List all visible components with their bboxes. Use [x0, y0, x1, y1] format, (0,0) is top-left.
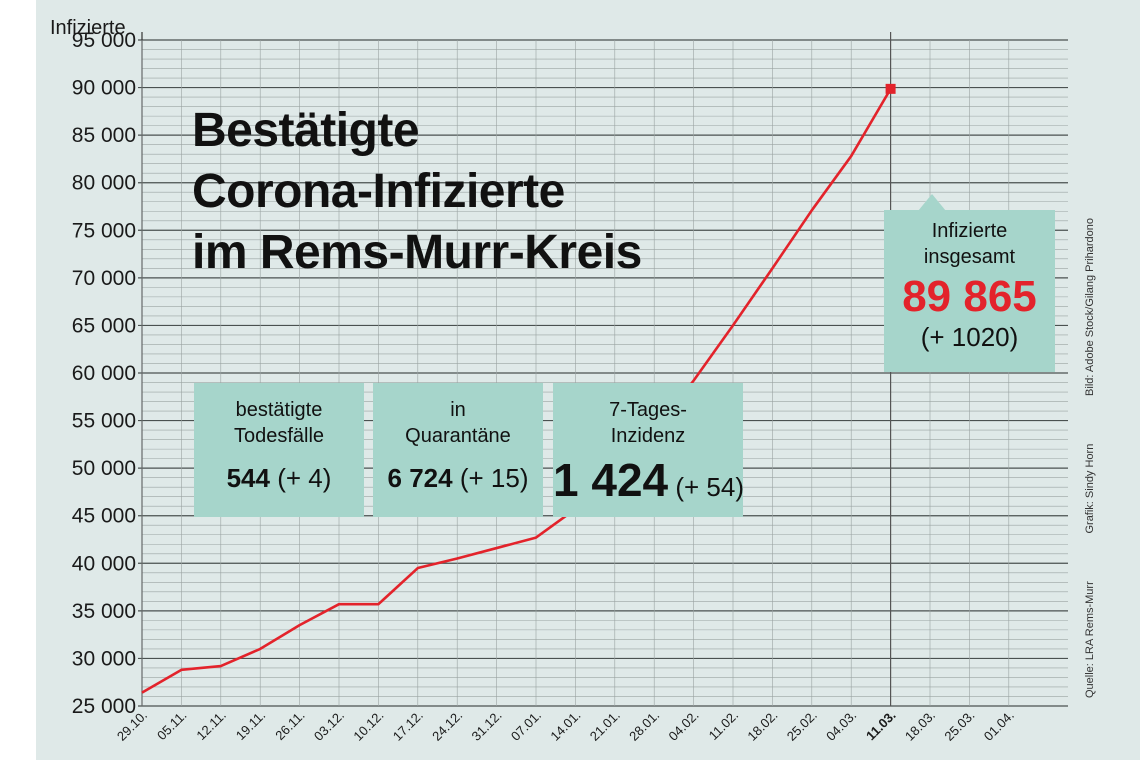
y-tick-label: 25 000: [72, 695, 136, 718]
x-tick-label: 05.11.: [154, 708, 189, 743]
quarantine-value-row: 6 724 (+ 15): [373, 463, 543, 494]
deaths-box: bestätigte Todesfälle 544 (+ 4): [194, 383, 364, 517]
x-tick-label: 24.12.: [429, 708, 465, 744]
total-label-2: insgesamt: [923, 246, 1016, 268]
last-data-point-marker: [885, 83, 896, 94]
total-change: (+ 1020): [920, 322, 1019, 352]
x-tick-label: 12.11.: [193, 708, 228, 743]
x-tick-label: 25.03.: [941, 708, 977, 744]
x-tick-label: 19.11.: [233, 708, 268, 743]
x-tick-label: 18.03.: [902, 708, 938, 744]
x-tick-label: 11.02.: [706, 708, 741, 743]
y-tick-label: 40 000: [72, 552, 136, 575]
incidence-label-2: Inzidenz: [610, 425, 686, 447]
quarantine-box: in Quarantäne 6 724 (+ 15): [373, 383, 543, 517]
credit-image: Bild: Adobe Stock/Gilang Prihardono: [1084, 218, 1096, 396]
y-tick-label: 35 000: [72, 600, 136, 623]
chart-background: [36, 0, 1140, 760]
y-tick-label: 75 000: [72, 219, 136, 242]
chart-title: Bestätigte Corona-Infizierte im Rems-Mur…: [192, 100, 642, 283]
y-tick-label: 95 000: [72, 29, 136, 52]
y-tick-label: 65 000: [72, 314, 136, 337]
y-tick-label: 85 000: [72, 124, 136, 147]
incidence-label-1: 7-Tages-: [609, 399, 687, 421]
total-value: 89 865: [902, 272, 1037, 321]
y-tick-label: 70 000: [72, 267, 136, 290]
y-tick-label: 55 000: [72, 410, 136, 433]
x-tick-label: 17.12.: [390, 708, 426, 744]
deaths-value: 544: [226, 463, 270, 493]
x-axis-ticks: 29.10. 05.11. 12.11. 19.11. 26.11. 03.12. 10.1…: [114, 708, 1017, 744]
deaths-label-2: Todesfälle: [233, 425, 325, 447]
x-tick-label: 03.12.: [311, 708, 347, 744]
x-tick-label: 01.04.: [981, 708, 1017, 744]
x-tick-label: 11.03.: [863, 708, 899, 744]
quarantine-label-1: in: [450, 399, 466, 421]
x-tick-label: 28.01.: [626, 708, 662, 744]
series-line: [141, 88, 892, 694]
quarantine-value: 6 724: [387, 463, 453, 493]
callout-pointer: [918, 194, 946, 211]
credit-graphic: Grafik: Sindy Horn: [1084, 443, 1096, 534]
x-tick-label: 31.12.: [469, 708, 505, 744]
incidence-value: 1 424: [553, 454, 669, 506]
incidence-box: 7-Tages- Inzidenz 1 424 (+ 54): [553, 383, 745, 517]
title-line-2: Corona-Infizierte: [192, 165, 565, 218]
credits: Quelle: LRA Rems-Murr Grafik: Sindy Horn…: [1084, 218, 1096, 698]
y-tick-label: 80 000: [72, 172, 136, 195]
x-tick-label: 14.01.: [547, 708, 583, 744]
x-tick-label: 10.12.: [350, 708, 386, 744]
x-tick-label: 21.01.: [587, 708, 623, 744]
incidence-value-row: 1 424 (+ 54): [553, 453, 745, 507]
y-tick-label: 30 000: [72, 647, 136, 670]
quarantine-label-2: Quarantäne: [405, 425, 511, 447]
y-tick-label: 60 000: [72, 362, 136, 385]
x-tick-label: 04.02.: [666, 708, 702, 744]
x-tick-label: 04.03.: [823, 708, 859, 744]
quarantine-change: (+ 15): [459, 463, 529, 493]
x-tick-label: 26.11.: [272, 708, 307, 743]
y-axis-ticks: 25 000 30 000 35 000 40 000 45 000 50 000 55 0…: [72, 29, 136, 718]
credit-source: Quelle: LRA Rems-Murr: [1084, 581, 1096, 698]
deaths-change: (+ 4): [277, 463, 332, 493]
total-label-1: Infizierte: [931, 220, 1008, 242]
title-line-1: Bestätigte: [192, 104, 420, 157]
vertical-gridlines: [141, 32, 1010, 706]
y-tick-label: 45 000: [72, 505, 136, 528]
y-tick-label: 90 000: [72, 77, 136, 100]
y-tick-label: 50 000: [72, 457, 136, 480]
total-infected-box: Infizierte insgesamt 89 865 (+ 1020): [884, 210, 1055, 372]
incidence-change: (+ 54): [675, 472, 745, 502]
title-line-3: im Rems-Murr-Kreis: [192, 226, 642, 279]
x-tick-label: 25.02.: [784, 708, 820, 744]
y-axis-label: Infizierte: [50, 17, 126, 39]
deaths-label-1: bestätigte: [235, 399, 323, 421]
x-tick-label: 07.01.: [508, 708, 544, 744]
deaths-value-row: 544 (+ 4): [194, 463, 364, 494]
x-tick-label: 18.02.: [744, 708, 780, 744]
